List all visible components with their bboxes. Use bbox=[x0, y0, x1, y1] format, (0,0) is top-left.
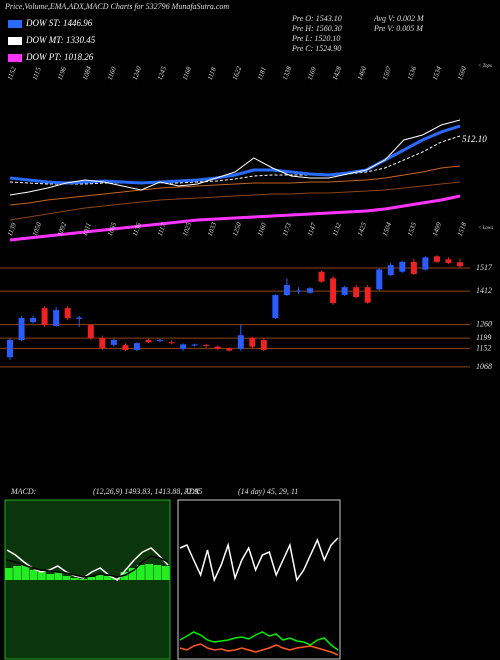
candle-body bbox=[353, 287, 360, 298]
candle-body bbox=[87, 325, 94, 339]
info-text: Pre V: 0.005 M bbox=[373, 24, 424, 33]
ema-line bbox=[9, 181, 461, 221]
macd-bar bbox=[46, 574, 54, 580]
macd-bar bbox=[145, 564, 153, 580]
legend-swatch bbox=[8, 20, 22, 28]
tops-label: < Tops bbox=[478, 64, 492, 69]
macd-bar bbox=[21, 565, 30, 580]
candle-body bbox=[272, 295, 279, 319]
info-text: Pre O: 1543.10 bbox=[291, 14, 342, 23]
macd-bar bbox=[71, 578, 79, 580]
candle-body bbox=[307, 288, 313, 293]
candle-body bbox=[133, 343, 140, 350]
macd-bar bbox=[153, 565, 162, 580]
indicator-line bbox=[179, 537, 339, 583]
candle-body bbox=[318, 271, 325, 282]
candle-body bbox=[53, 310, 60, 326]
candle-body bbox=[76, 317, 83, 319]
y-tick-label: 1199 bbox=[476, 333, 491, 342]
last-value: 512.10 bbox=[462, 134, 487, 144]
legend-label: DOW ST: 1446.96 bbox=[25, 18, 93, 28]
macd-bar bbox=[137, 565, 145, 580]
candle-body bbox=[364, 287, 371, 303]
candle-body bbox=[122, 345, 129, 350]
candle-body bbox=[376, 269, 383, 290]
legend-swatch bbox=[8, 54, 22, 62]
candle-body bbox=[168, 342, 175, 344]
info-text: Pre H: 1560.30 bbox=[291, 24, 342, 33]
info-text: Pre C: 1524.90 bbox=[291, 44, 341, 53]
ema-line bbox=[9, 165, 461, 206]
macd-bar bbox=[29, 570, 38, 580]
macd-bar bbox=[13, 566, 21, 580]
candle-body bbox=[330, 278, 337, 304]
panel bbox=[177, 499, 341, 660]
candle-body bbox=[180, 344, 187, 349]
candle-body bbox=[422, 257, 429, 270]
candle-body bbox=[260, 340, 267, 350]
candle-body bbox=[341, 287, 348, 295]
panel-title: ADX bbox=[183, 487, 201, 496]
lows-label: < Lows bbox=[478, 226, 493, 231]
macd-bar bbox=[87, 577, 96, 580]
ema-line bbox=[9, 194, 461, 242]
candle-body bbox=[203, 344, 210, 346]
legend-swatch bbox=[8, 37, 22, 45]
candle-body bbox=[214, 346, 221, 349]
ema-line bbox=[9, 119, 461, 196]
candle-body bbox=[191, 344, 198, 346]
panel-title: MACD: bbox=[10, 487, 37, 496]
panel-params: (14 day) 45, 29, 11 bbox=[238, 487, 298, 496]
candle-body bbox=[457, 262, 463, 267]
candle-body bbox=[283, 284, 290, 296]
candle-body bbox=[99, 338, 106, 349]
macd-bar bbox=[62, 576, 71, 580]
y-tick-label: 1412 bbox=[476, 286, 492, 295]
candle-body bbox=[18, 318, 25, 341]
indicator-line bbox=[179, 631, 339, 651]
candle-body bbox=[399, 261, 406, 272]
candle-body bbox=[145, 340, 152, 343]
candle-body bbox=[7, 340, 13, 358]
candle-body bbox=[64, 308, 71, 319]
candle-body bbox=[110, 340, 117, 345]
candle-body bbox=[410, 261, 417, 274]
candle-body bbox=[226, 348, 233, 351]
macd-bar bbox=[104, 576, 112, 580]
info-text: Avg V: 0.002 M bbox=[373, 14, 425, 23]
indicator-line bbox=[6, 555, 169, 578]
candle-body bbox=[30, 318, 37, 322]
ema-line bbox=[9, 135, 461, 185]
chart-title: Price,Volume,EMA,ADX,MACD Charts for 532… bbox=[4, 2, 229, 11]
macd-bar bbox=[79, 579, 87, 580]
candle-body bbox=[433, 256, 440, 262]
macd-bar bbox=[95, 574, 104, 580]
y-tick-label: 1517 bbox=[476, 263, 493, 272]
macd-bar bbox=[54, 572, 63, 580]
y-tick-label: 1152 bbox=[476, 343, 491, 352]
macd-bar bbox=[5, 568, 13, 580]
macd-bar bbox=[128, 568, 137, 580]
candle-body bbox=[387, 265, 394, 276]
macd-bar bbox=[161, 566, 170, 580]
candle-body bbox=[295, 290, 302, 292]
indicator-line bbox=[179, 643, 339, 656]
info-text: Pre L: 1520.10 bbox=[291, 34, 340, 43]
macd-bar bbox=[38, 572, 46, 580]
candle-body bbox=[249, 337, 256, 347]
y-tick-label: 1260 bbox=[476, 319, 492, 328]
legend-label: DOW MT: 1330.45 bbox=[25, 35, 96, 45]
candle-body bbox=[237, 335, 244, 349]
candle-body bbox=[445, 259, 452, 263]
candle-body bbox=[41, 308, 48, 326]
y-tick-label: 1068 bbox=[476, 362, 492, 371]
panel-params: (12,26,9) 1493.83, 1413.88, 77.95 bbox=[93, 487, 202, 496]
candle-body bbox=[157, 340, 163, 342]
legend-label: DOW PT: 1018.26 bbox=[25, 52, 94, 62]
